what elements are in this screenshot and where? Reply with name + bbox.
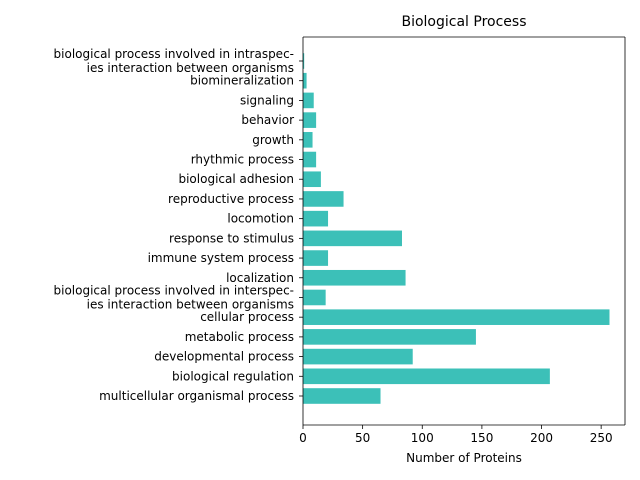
x-ticks: 0 50 100 150 200 250 bbox=[299, 425, 613, 445]
y-tick-label: biological regulation bbox=[172, 369, 294, 383]
y-tick-label: biological process involved in intraspec… bbox=[54, 47, 294, 75]
chart-title: Biological Process bbox=[401, 14, 526, 30]
y-tick-label: biological process involved in interspec… bbox=[54, 283, 294, 311]
bar bbox=[303, 210, 329, 227]
bar bbox=[303, 250, 329, 266]
y-tick-label: locomotion bbox=[227, 212, 294, 226]
bar bbox=[303, 92, 314, 109]
y-tick-label: metabolic process bbox=[185, 330, 294, 344]
bar bbox=[303, 112, 317, 128]
y-tick-label: multicellular organismal process bbox=[99, 389, 294, 403]
bar bbox=[303, 191, 344, 207]
y-tick-label: developmental process bbox=[154, 350, 294, 364]
bar bbox=[303, 269, 406, 286]
y-tick-label: reproductive process bbox=[168, 192, 294, 206]
bar bbox=[303, 72, 307, 89]
bar bbox=[303, 230, 402, 247]
y-tick-label: behavior bbox=[241, 113, 294, 127]
y-tick-label: response to stimulus bbox=[169, 231, 294, 245]
y-tick-label: biomineralization bbox=[190, 74, 294, 88]
x-tick-label: 200 bbox=[530, 431, 553, 445]
y-tick-label: cellular process bbox=[200, 310, 294, 324]
bar bbox=[303, 151, 317, 168]
y-tick-label: rhythmic process bbox=[191, 153, 294, 167]
y-tick-label: biological adhesion bbox=[178, 172, 294, 186]
x-tick-label: 0 bbox=[299, 431, 307, 445]
axes bbox=[302, 36, 626, 426]
bar bbox=[303, 368, 550, 385]
y-tick-label: localization bbox=[226, 271, 294, 285]
y-tick-labels: multicellular organismal process biologic… bbox=[54, 47, 303, 403]
x-tick-label: 50 bbox=[355, 431, 370, 445]
bar bbox=[303, 132, 313, 148]
bar bbox=[303, 289, 326, 306]
x-tick-label: 250 bbox=[590, 431, 613, 445]
bar bbox=[303, 329, 476, 345]
y-tick-label: growth bbox=[252, 133, 294, 147]
x-tick-label: 150 bbox=[470, 431, 493, 445]
x-axis-label: Number of Proteins bbox=[406, 451, 522, 465]
bar bbox=[303, 309, 610, 325]
bar bbox=[303, 388, 381, 404]
y-tick-label: signaling bbox=[240, 93, 294, 107]
bar bbox=[303, 53, 305, 69]
y-tick-label: immune system process bbox=[148, 251, 294, 265]
bars-group bbox=[303, 53, 610, 404]
bar bbox=[303, 171, 321, 188]
x-tick-label: 100 bbox=[411, 431, 434, 445]
bar bbox=[303, 348, 413, 365]
